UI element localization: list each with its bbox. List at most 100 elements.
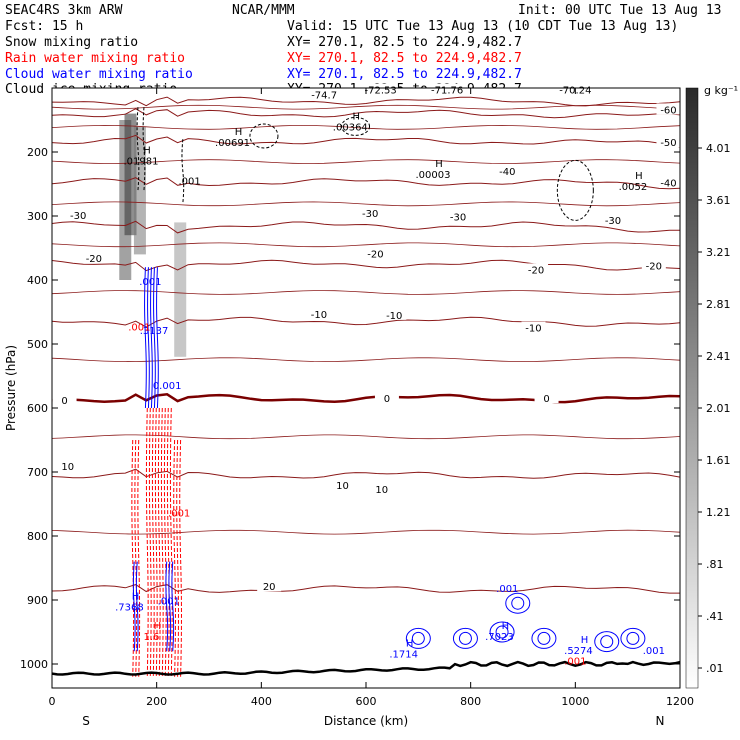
colorbar-tick-label: 2.41 — [706, 350, 731, 363]
temperature-contour-label: -72.53 — [365, 86, 397, 97]
mixing-ratio-label: .3137 — [140, 326, 169, 337]
colorbar-tick-label: 2.81 — [706, 298, 731, 311]
temperature-contour-label: -40 — [499, 167, 515, 178]
x-tick-label: 400 — [251, 695, 272, 708]
mixing-ratio-contour — [163, 407, 167, 677]
mixing-ratio-contour — [142, 107, 146, 191]
contour-label-layer: -74.7 -72.53 -71.76 -70.24-60-50-40-40-30 -3… — [52, 83, 681, 667]
terrain-line — [52, 660, 680, 676]
high-marker: H — [353, 112, 361, 123]
x-tick-label: 1000 — [561, 695, 589, 708]
contour-label-bg — [52, 393, 77, 405]
y-axis-label: Pressure (hPa) — [4, 345, 18, 431]
colorbar — [685, 87, 699, 689]
contour-label-bg — [369, 482, 394, 494]
colorbar-tick-label: 4.01 — [706, 142, 731, 155]
contour-label-bg — [363, 247, 388, 259]
temperature-contour-label: 20 — [263, 582, 276, 593]
temperature-contour-label: -40 — [660, 178, 676, 189]
init-time: Init: 00 UTC Tue 13 Aug 13 — [518, 3, 722, 18]
mixing-ratio-label: .001 — [128, 322, 150, 333]
mixing-ratio-contour — [165, 561, 169, 652]
y-tick-label: 300 — [27, 210, 48, 223]
mixing-ratio-contour — [169, 407, 173, 677]
y-tick-label: 400 — [27, 274, 48, 287]
temperature-contour-label: -50 — [660, 138, 676, 149]
temperature-contour-label: -71.76 — [431, 86, 463, 97]
temperature-contour-label: 10 — [336, 481, 349, 492]
colorbar-tick-label: 1.21 — [706, 506, 731, 519]
mixing-ratio-contour — [137, 439, 141, 677]
temperature-contour-label: -20 — [528, 265, 544, 276]
x-tick-label: 200 — [146, 695, 167, 708]
x-axis: 0 200 400 600 800 1000 1200 — [49, 88, 694, 708]
mixing-ratio-contour — [131, 439, 135, 677]
field-snow-name: Snow mixing ratio — [5, 35, 138, 50]
forecast-hour: Fcst: 15 h — [5, 19, 83, 34]
cloud-water-contour — [511, 596, 525, 610]
mixing-ratio-label: .01981 — [123, 157, 158, 168]
high-marker: H — [435, 159, 443, 170]
mixing-ratio-label: .00364 — [333, 123, 368, 134]
x-tick-label: 600 — [356, 695, 377, 708]
contour-label-bg — [601, 214, 626, 226]
contour-label-bg — [257, 580, 282, 592]
isotherm-line — [52, 159, 680, 164]
mixing-ratio-contour — [181, 139, 185, 204]
isotherm-line — [52, 134, 680, 148]
temperature-contour-label: -74.7 — [311, 91, 337, 102]
contour-label-bg — [382, 308, 407, 320]
temperature-contour-label: 10 — [375, 485, 388, 496]
mixing-ratio-contour — [173, 439, 176, 677]
mixing-ratio-label: 1.6 — [143, 632, 159, 643]
y-tick-label: 900 — [27, 594, 48, 607]
temperature-contour-label: 0 — [543, 394, 549, 405]
mixing-ratio-label: .1714 — [389, 649, 418, 660]
high-marker: H — [581, 635, 589, 646]
isotherm-line — [52, 177, 680, 190]
high-marker: H — [235, 127, 243, 138]
x-axis-label: Distance (km) — [324, 714, 408, 728]
mixing-ratio-contour — [144, 267, 147, 409]
cloud-water-contour — [411, 631, 425, 645]
snow-contour — [341, 116, 371, 136]
mixing-ratio-contour — [166, 407, 170, 677]
temperature-contour-label: 0 — [384, 394, 390, 405]
mixing-ratio-label: .7368 — [115, 603, 144, 614]
mixing-ratio-contour — [145, 407, 149, 677]
contour-label-bg — [330, 479, 355, 491]
isotherm-line — [52, 108, 680, 119]
high-marker: H — [635, 171, 643, 182]
temperature-contour-label: 0 — [61, 396, 67, 407]
high-marker: H — [502, 621, 510, 632]
temperature-contour-label: -10 — [311, 310, 327, 321]
mixing-ratio-label: .001 — [496, 584, 518, 595]
contour-label-bg — [446, 210, 471, 222]
mixing-ratio-label: .00691 — [215, 138, 250, 149]
field-cloudwater-name: Cloud water mixing ratio — [5, 67, 193, 82]
temperature-contour-label: -30 — [70, 211, 86, 222]
mixing-ratio-contour — [132, 561, 136, 652]
cloud-water-contour — [626, 631, 640, 645]
temperature-contour-label: -30 — [362, 209, 378, 220]
colorbar-tick-label: .41 — [706, 610, 724, 623]
temperature-contour-label: -30 — [605, 216, 621, 227]
mixing-ratio-label: .0052 — [619, 182, 648, 193]
y-tick-label: 800 — [27, 530, 48, 543]
contour-label-bg — [534, 392, 559, 404]
isotherm-line — [52, 104, 680, 110]
mixing-ratio-contour — [176, 439, 179, 677]
colorbar-tick-label: 1.61 — [706, 454, 731, 467]
x-endpoint-right: N — [656, 714, 665, 728]
contour-label-bg — [374, 392, 399, 404]
contour-label-bg — [656, 176, 681, 188]
isotherm-line — [52, 529, 680, 535]
isotherm-line — [52, 124, 680, 130]
field-rain-name: Rain water mixing ratio — [5, 51, 185, 66]
high-marker: H — [406, 638, 414, 649]
x-tick-label: 800 — [460, 695, 481, 708]
mixing-ratio-contour — [151, 407, 155, 677]
isotherm-line — [52, 220, 680, 234]
